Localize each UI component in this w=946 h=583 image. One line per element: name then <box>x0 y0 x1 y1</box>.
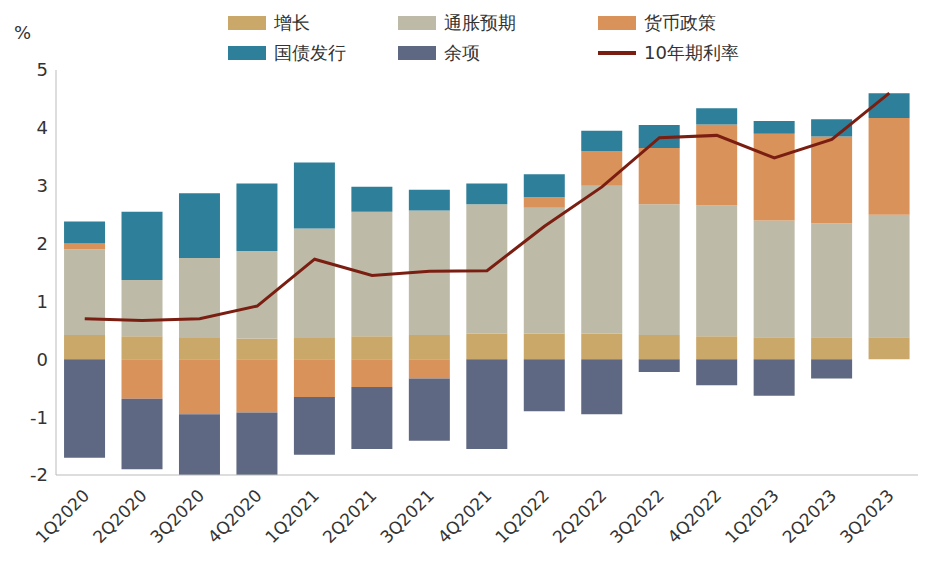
svg-text:-2: -2 <box>30 464 48 485</box>
svg-text:1Q2021: 1Q2021 <box>261 485 323 547</box>
svg-text:0: 0 <box>37 349 48 370</box>
svg-text:4: 4 <box>37 117 48 138</box>
svg-text:4Q2020: 4Q2020 <box>204 485 266 547</box>
html-text:国债发行: 国债发行 <box>274 42 346 63</box>
html-text:增长: 增长 <box>274 12 310 33</box>
svg-text:2Q2021: 2Q2021 <box>319 485 381 547</box>
html-text:货币政策: 货币政策 <box>644 12 716 33</box>
svg-text:1: 1 <box>37 291 48 312</box>
svg-text:4Q2022: 4Q2022 <box>664 485 726 547</box>
svg-text:2Q2020: 2Q2020 <box>89 485 151 547</box>
svg-text:3Q2020: 3Q2020 <box>146 485 208 547</box>
svg-text:1Q2022: 1Q2022 <box>491 485 553 547</box>
html-text:通胀预期: 通胀预期 <box>444 12 516 33</box>
svg-text:2Q2023: 2Q2023 <box>778 485 840 547</box>
svg-text:3Q2022: 3Q2022 <box>606 485 668 547</box>
svg-text:3Q2023: 3Q2023 <box>836 485 898 547</box>
svg-text:3: 3 <box>37 175 48 196</box>
html-text:10年期利率: 10年期利率 <box>644 42 739 63</box>
svg-text:-1: -1 <box>30 407 48 428</box>
svg-text:1Q2020: 1Q2020 <box>31 485 93 547</box>
svg-text:3Q2021: 3Q2021 <box>376 485 438 547</box>
svg-text:4Q2021: 4Q2021 <box>434 485 496 547</box>
svg-text:5: 5 <box>37 59 48 80</box>
svg-text:2: 2 <box>37 233 48 254</box>
html-text:余项: 余项 <box>444 42 480 63</box>
svg-text:2Q2022: 2Q2022 <box>549 485 611 547</box>
svg-text:1Q2023: 1Q2023 <box>721 485 783 547</box>
